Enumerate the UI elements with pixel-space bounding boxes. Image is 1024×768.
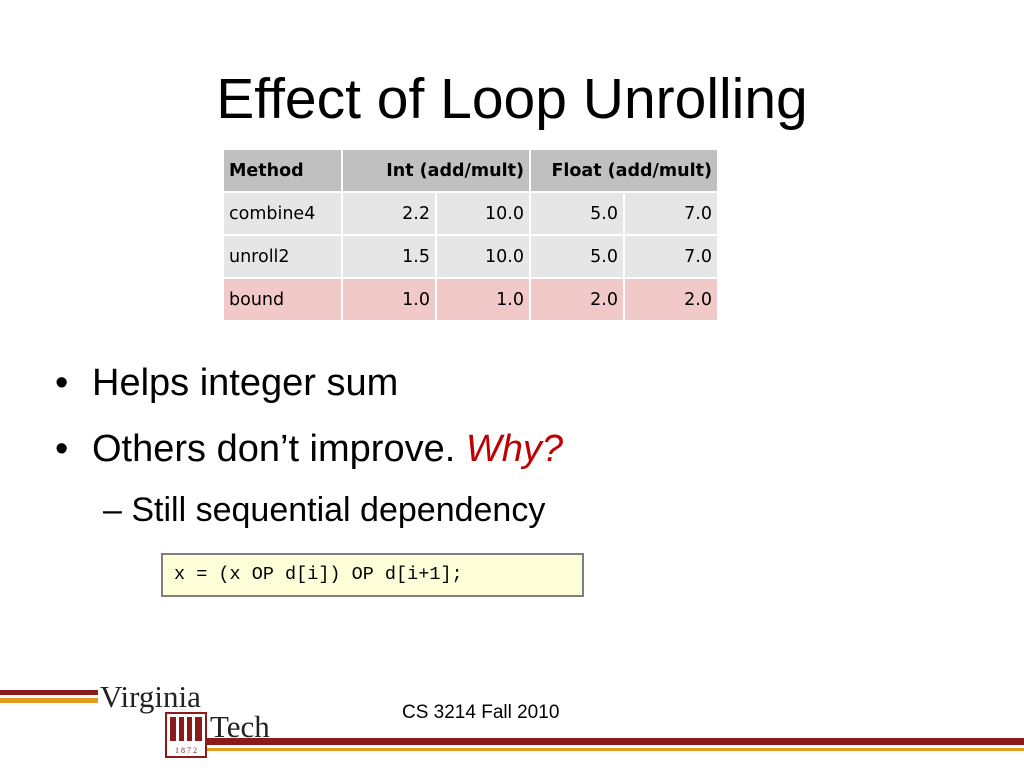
logo-text-virginia: Virginia — [100, 679, 201, 714]
cell-int-mult: 1.0 — [437, 279, 529, 322]
footer-course: CS 3214 Fall 2010 — [402, 702, 560, 723]
footer-stripe-maroon-right — [205, 738, 1024, 745]
cell-int-add: 1.5 — [343, 236, 435, 279]
cell-int-mult: 10.0 — [437, 236, 529, 279]
cell-float-add: 5.0 — [531, 236, 623, 279]
bullet-item: • Helps integer sum — [55, 360, 398, 406]
cell-int-add: 2.2 — [343, 193, 435, 236]
cell-int-add: 1.0 — [343, 279, 435, 322]
cell-method: combine4 — [224, 193, 341, 236]
footer-stripe-maroon-left — [0, 690, 98, 695]
header-int: Int (add/mult) — [343, 150, 529, 193]
bullet-marker: • — [55, 428, 69, 470]
performance-table: Method Int (add/mult) Float (add/mult) c… — [222, 150, 719, 322]
cell-float-mult: 2.0 — [625, 279, 717, 322]
cell-float-mult: 7.0 — [625, 193, 717, 236]
logo-year: 1 8 7 2 — [175, 746, 197, 755]
cell-float-add: 2.0 — [531, 279, 623, 322]
table-row-highlighted: bound 1.0 1.0 2.0 2.0 — [224, 279, 717, 322]
bullet-text: Helps integer sum — [92, 362, 399, 404]
sub-bullet-text: Still sequential dependency — [131, 491, 546, 529]
table-row: combine4 2.2 10.0 5.0 7.0 — [224, 193, 717, 236]
header-float: Float (add/mult) — [531, 150, 717, 193]
header-method: Method — [224, 150, 341, 193]
logo-pylon-icon: 1 8 7 2 — [165, 712, 207, 763]
sub-bullet-marker: – — [103, 491, 122, 529]
bullet-emphasis: Why? — [465, 428, 563, 470]
footer-stripe-orange-left — [0, 698, 98, 703]
cell-method: unroll2 — [224, 236, 341, 279]
cell-float-mult: 7.0 — [625, 236, 717, 279]
cell-method: bound — [224, 279, 341, 322]
logo-text-tech: Tech — [210, 709, 270, 744]
code-snippet: x = (x OP d[i]) OP d[i+1]; — [161, 553, 584, 597]
bullet-marker: • — [55, 362, 69, 404]
table-header-row: Method Int (add/mult) Float (add/mult) — [224, 150, 717, 193]
sub-bullet: – Still sequential dependency — [103, 488, 545, 532]
footer-stripe-orange-right — [205, 748, 1024, 751]
cell-float-add: 5.0 — [531, 193, 623, 236]
bullet-item: • Others don’t improve. Why? — [55, 426, 563, 472]
cell-int-mult: 10.0 — [437, 193, 529, 236]
bullet-text: Others don’t improve. — [92, 428, 466, 470]
slide-title: Effect of Loop Unrolling — [216, 67, 808, 131]
table-row: unroll2 1.5 10.0 5.0 7.0 — [224, 236, 717, 279]
